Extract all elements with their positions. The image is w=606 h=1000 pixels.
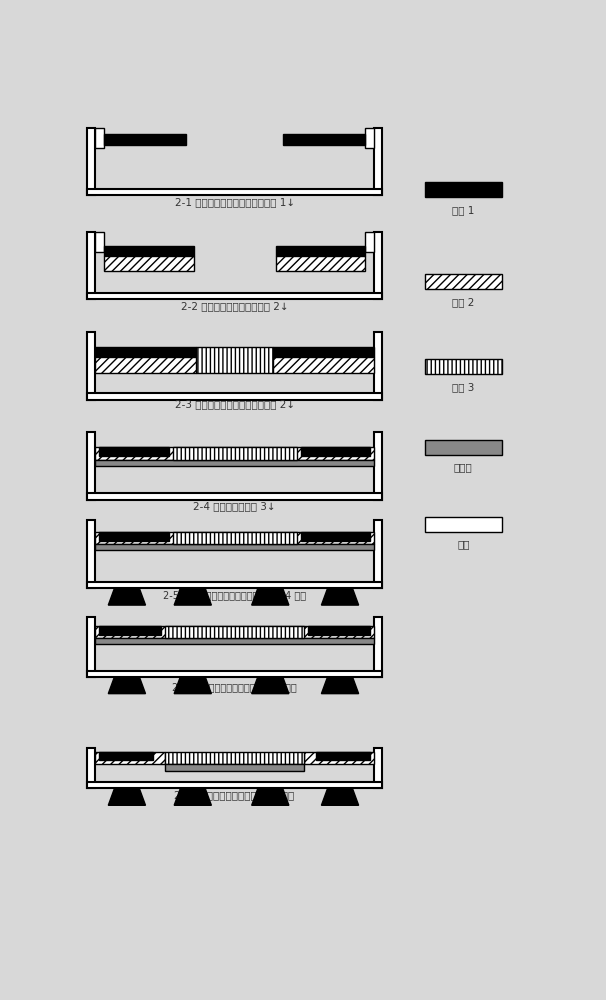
Bar — [99, 752, 153, 760]
Bar — [95, 347, 196, 357]
Text: 2-2 淠积并图形化犊犋层金属 2↓: 2-2 淠积并图形化犊犋层金属 2↓ — [181, 301, 288, 311]
Text: 绍缘层: 绍缘层 — [454, 463, 473, 473]
Polygon shape — [108, 677, 145, 694]
Bar — [365, 232, 374, 252]
Text: 2-6 进行器件背面刻蚀，并完成上下电极引出: 2-6 进行器件背面刻蚀，并完成上下电极引出 — [172, 682, 297, 692]
Bar — [308, 626, 370, 635]
Bar — [424, 517, 502, 532]
Text: 金属 1: 金属 1 — [452, 205, 474, 215]
Polygon shape — [174, 788, 211, 805]
Text: 2-3 继续淠积并图形化犊犋层金属 2↓: 2-3 继续淠积并图形化犊犋层金属 2↓ — [175, 400, 295, 410]
Bar — [276, 246, 365, 256]
Bar — [95, 460, 374, 466]
Bar — [95, 638, 374, 644]
Bar — [374, 128, 382, 195]
Bar — [365, 128, 374, 148]
Polygon shape — [108, 788, 145, 805]
Bar — [99, 447, 168, 456]
Polygon shape — [108, 588, 145, 605]
Bar — [87, 128, 95, 195]
Bar — [87, 493, 382, 500]
Bar — [173, 447, 296, 460]
Bar — [104, 134, 186, 145]
Bar — [87, 232, 95, 299]
Bar — [87, 671, 382, 677]
Bar — [374, 617, 382, 677]
Bar — [87, 748, 95, 788]
Bar — [87, 782, 382, 788]
Bar — [316, 752, 370, 760]
Bar — [424, 274, 502, 289]
Bar — [104, 246, 193, 256]
Polygon shape — [251, 788, 289, 805]
Bar — [301, 447, 370, 456]
Bar — [87, 293, 382, 299]
Bar — [374, 432, 382, 500]
Bar — [95, 544, 374, 550]
Bar — [87, 582, 382, 588]
Bar — [87, 189, 382, 195]
Polygon shape — [321, 788, 359, 805]
Bar — [95, 626, 374, 638]
Text: 金属 3: 金属 3 — [452, 382, 474, 392]
Bar — [95, 128, 104, 148]
Bar — [104, 256, 193, 271]
Bar — [301, 532, 370, 541]
Bar — [87, 432, 95, 500]
Polygon shape — [251, 588, 289, 605]
Text: 衬底: 衬底 — [457, 540, 470, 550]
Text: 2-1 刻蚀腔体，淠积并图形化金属 1↓: 2-1 刻蚀腔体，淠积并图形化金属 1↓ — [175, 197, 295, 207]
Bar — [95, 447, 374, 460]
Text: 2-4 电镑上电极金属 3↓: 2-4 电镑上电极金属 3↓ — [193, 501, 276, 511]
Text: 2-5 淠积绝缘层，在其上淠积并图形化金属 4 线圈: 2-5 淠积绝缘层，在其上淠积并图形化金属 4 线圈 — [163, 590, 306, 600]
Bar — [424, 359, 502, 374]
Bar — [273, 357, 374, 373]
Bar — [374, 232, 382, 299]
Bar — [95, 357, 196, 373]
Bar — [87, 332, 95, 400]
Polygon shape — [174, 588, 211, 605]
Bar — [95, 532, 374, 544]
Bar — [424, 440, 502, 455]
Bar — [87, 393, 382, 400]
Bar — [374, 332, 382, 400]
Bar — [95, 752, 165, 764]
Bar — [273, 347, 374, 357]
Bar — [276, 256, 365, 271]
Polygon shape — [174, 677, 211, 694]
Bar — [284, 134, 365, 145]
Bar — [99, 532, 168, 541]
Bar — [173, 532, 296, 544]
Bar — [87, 520, 95, 588]
Bar — [165, 626, 304, 638]
Bar — [87, 617, 95, 677]
Bar — [99, 626, 161, 635]
Bar — [95, 232, 104, 252]
Bar — [374, 748, 382, 788]
Polygon shape — [321, 677, 359, 694]
Bar — [304, 752, 374, 764]
Text: 2-7 犊犋层腐蚀，释放平板及折合梁结构: 2-7 犊犋层腐蚀，释放平板及折合梁结构 — [175, 790, 295, 800]
Bar — [196, 347, 273, 373]
Bar — [424, 182, 502, 197]
Polygon shape — [251, 677, 289, 694]
Bar — [165, 752, 304, 764]
Polygon shape — [321, 588, 359, 605]
Text: 金属 2: 金属 2 — [452, 297, 474, 307]
Bar — [165, 764, 304, 771]
Bar — [374, 520, 382, 588]
